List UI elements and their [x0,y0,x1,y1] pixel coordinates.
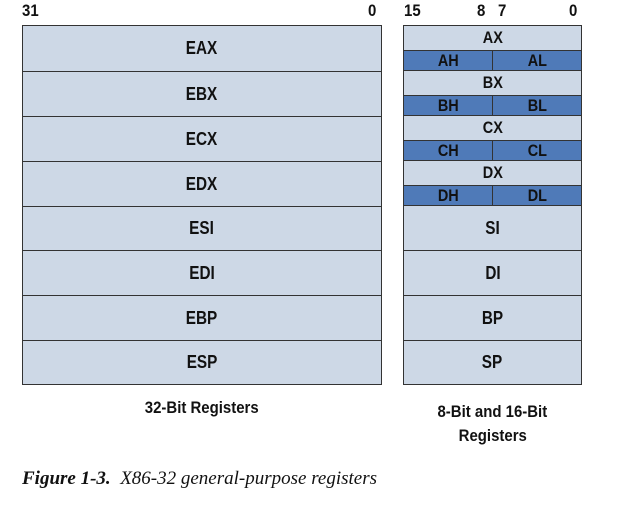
register-cl: CL [493,141,581,160]
register-al: AL [493,51,581,70]
bit-label-0-right: 0 [569,1,578,20]
register-label: DI [484,262,501,283]
register-esp: ESP [23,340,381,384]
bit-label-0-left: 0 [368,1,377,20]
register-label: CX [482,118,503,137]
register-sp: SP [404,340,581,384]
register-bp: BP [404,295,581,340]
register-label: BP [481,307,504,328]
register-label: SI [485,217,500,238]
register-label: EBX [186,83,218,104]
register-ax: AX [404,26,581,50]
figure-label: Figure 1-3. [22,468,111,489]
register-cx: CX [404,116,581,140]
register-edx: EDX [23,161,381,206]
caption-text: 32-Bit Registers [145,398,259,417]
caption-32-bit: 32-Bit Registers [22,398,382,418]
bit-label-8: 8 [477,1,486,20]
bit-label-31: 31 [22,1,39,20]
register-bx: BX [404,71,581,95]
register-dx-bytes: DH DL [404,185,581,206]
register-label: ESP [186,352,218,372]
bit-label-15: 15 [404,1,421,20]
register-label: SP [482,352,503,372]
register-label: ESI [189,218,215,238]
register-ebx: EBX [23,71,381,116]
register-eax: EAX [23,26,381,71]
register-dx: DX [404,161,581,185]
byte-label: AH [437,50,459,70]
register-di: DI [404,250,581,295]
register-label: EAX [186,38,218,58]
register-label: ECX [186,128,218,149]
figure-caption: Figure 1-3. X86-32 general-purpose regis… [22,468,377,490]
register-label: AX [482,28,503,47]
caption-line-2: Registers [458,426,527,445]
register-bh: BH [404,96,493,115]
register-ebp: EBP [23,295,381,340]
register-esi: ESI [23,206,381,250]
register-label: DX [482,163,503,182]
register-edi: EDI [23,250,381,295]
register-cx-bytes: CH CL [404,140,581,161]
register-dl: DL [493,186,581,205]
register-label: EDI [189,262,215,283]
caption-line-1: 8-Bit and 16-Bit [437,402,548,421]
register-bl: BL [493,96,581,115]
bit-label-7: 7 [498,1,507,20]
byte-label: BH [437,95,459,115]
figure-text: X86-32 general-purpose registers [120,468,378,489]
caption-8-16-bit: 8-Bit and 16-Bit Registers [393,400,592,448]
byte-label: AL [527,50,547,70]
register-label: EDX [186,173,218,194]
register-ah: AH [404,51,493,70]
byte-label: CH [437,140,459,160]
register-ax-bytes: AH AL [404,50,581,71]
byte-label: DL [527,185,547,205]
register-bx-bytes: BH BL [404,95,581,116]
registers-32-block: EAX EBX ECX EDX ESI EDI EBP ESP [22,25,382,385]
register-label: EBP [186,307,218,328]
byte-label: CL [527,140,547,160]
register-si: SI [404,206,581,250]
byte-label: DH [437,185,459,205]
registers-16-block: AX AH AL BX BH BL CX CH CL DX DH DL SI D… [403,25,582,385]
register-ch: CH [404,141,493,160]
register-ecx: ECX [23,116,381,161]
register-dh: DH [404,186,493,205]
byte-label: BL [527,95,547,115]
register-label: BX [482,73,503,92]
